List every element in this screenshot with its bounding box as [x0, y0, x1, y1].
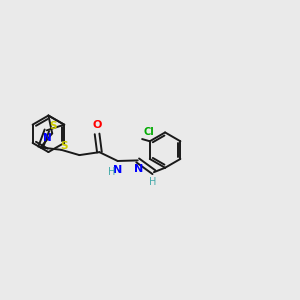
Text: O: O: [92, 120, 102, 130]
Text: S: S: [49, 121, 57, 131]
Text: Cl: Cl: [144, 127, 154, 137]
Text: S: S: [60, 141, 67, 151]
Text: N: N: [43, 133, 52, 143]
Text: H: H: [108, 167, 116, 177]
Text: H: H: [149, 178, 156, 188]
Text: N: N: [113, 165, 122, 175]
Text: N: N: [134, 164, 143, 174]
